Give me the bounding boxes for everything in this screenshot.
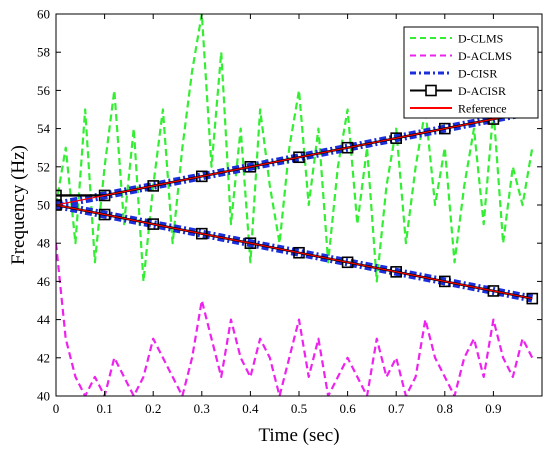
x-tick-label: 0.6 — [339, 401, 356, 416]
legend-marker-d-acisr — [425, 84, 437, 97]
series-d-acisr-marker — [98, 208, 111, 221]
x-axis-label: Time (sec) — [258, 425, 339, 446]
series-d-acisr-marker — [487, 285, 500, 297]
x-tick-label: 0 — [53, 401, 60, 416]
x-tick-label: 0.4 — [242, 401, 259, 416]
series-reference-lower-line — [56, 204, 533, 300]
y-tick-label: 52 — [37, 159, 50, 174]
x-tick-label: 0.3 — [194, 401, 210, 416]
legend-label-d-clms: D-CLMS — [458, 32, 503, 46]
series-d-acisr-marker — [390, 266, 403, 278]
y-tick-label: 54 — [37, 121, 51, 136]
y-axis-label: Frequency (Hz) — [8, 145, 29, 265]
x-tick-label: 0.9 — [485, 401, 501, 416]
y-tick-label: 42 — [37, 350, 50, 365]
legend-label-d-aclms: D-ACLMS — [458, 49, 512, 63]
axes: 0 0.1 0.2 0.3 0.4 0.5 0.6 0.7 0.8 0.9 40 42 44 46 48 50… — [37, 7, 543, 416]
y-tick-label: 50 — [37, 198, 50, 213]
x-tick-label: 0.1 — [96, 401, 112, 416]
series-d-acisr-marker — [147, 180, 159, 192]
series-d-acisr-marker — [244, 161, 257, 173]
y-tick-label: 58 — [37, 45, 50, 60]
series-d-acisr-marker — [438, 275, 451, 288]
x-tick-label: 0.8 — [437, 401, 453, 416]
legend-label-reference: Reference — [458, 102, 507, 116]
legend-label-d-acisr: D-ACISR — [458, 84, 506, 98]
series-d-acisr-marker — [196, 227, 208, 240]
series-d-clms-line — [56, 14, 534, 283]
series-d-acisr-marker — [147, 218, 159, 230]
series-d-acisr-marker — [438, 122, 451, 135]
legend-label-d-cisr: D-CISR — [458, 67, 497, 81]
legend: D-CLMS D-ACLMS D-CISR D-ACISR Reference — [403, 26, 539, 119]
series-reference-upper-line — [56, 110, 533, 206]
y-tick-label: 60 — [37, 7, 50, 22]
y-tick-label: 56 — [37, 83, 51, 98]
series-d-acisr-marker — [293, 151, 305, 164]
series-d-acisr-marker — [341, 141, 354, 154]
y-tick-label: 40 — [37, 389, 50, 404]
series-d-acisr-marker — [56, 189, 62, 202]
series-d-acisr-marker — [341, 256, 354, 269]
x-tick-label: 0.5 — [291, 401, 307, 416]
series-d-acisr-marker — [390, 132, 403, 144]
series-d-acisr-marker — [98, 189, 111, 202]
x-tick-label: 0.2 — [145, 401, 161, 416]
series-d-aclms-line — [56, 243, 534, 396]
y-tick-label: 44 — [37, 312, 51, 327]
x-tick-label: 0.7 — [388, 401, 405, 416]
series-d-acisr-marker — [244, 237, 257, 249]
y-tick-label: 46 — [37, 274, 51, 289]
series-d-acisr-marker — [526, 292, 539, 305]
series-d-acisr-marker — [196, 170, 208, 183]
y-tick-label: 48 — [37, 236, 50, 251]
series-d-acisr-marker — [293, 246, 305, 259]
